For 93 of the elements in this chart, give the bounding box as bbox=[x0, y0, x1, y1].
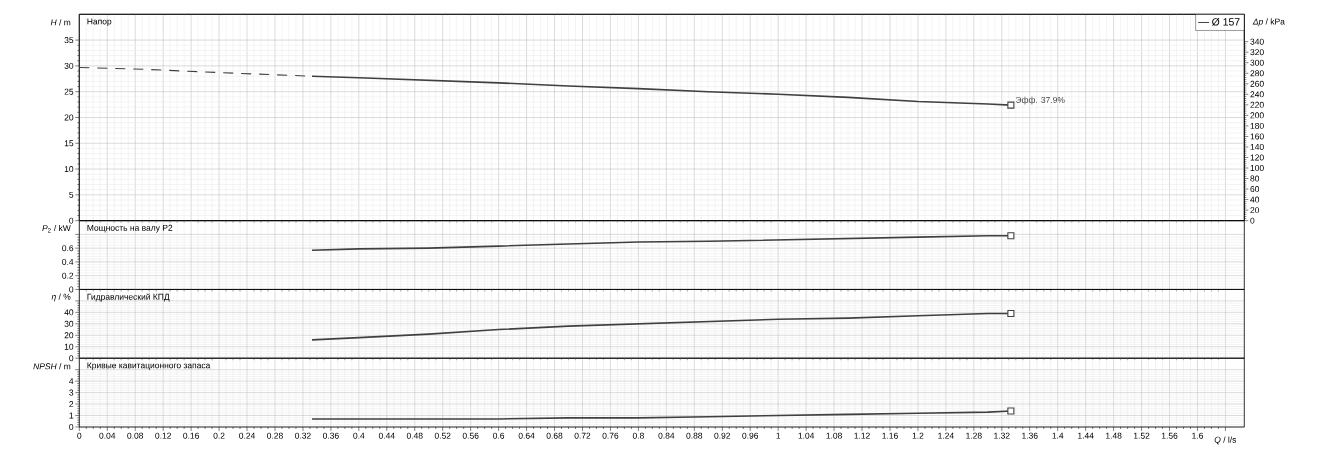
x-tick-label: 1.4 bbox=[1052, 432, 1064, 439]
x-tick-label: 0 bbox=[77, 432, 82, 439]
y-tick-label: 30 bbox=[64, 62, 74, 69]
y-tick-label: 0 bbox=[69, 355, 74, 362]
y-tick-label: 10 bbox=[64, 166, 74, 173]
x-tick-label: 0.08 bbox=[127, 432, 144, 439]
x-tick-label: 0.76 bbox=[602, 432, 619, 439]
y-tick-label: 40 bbox=[64, 309, 74, 316]
y-tick-label: 1 bbox=[69, 412, 74, 419]
x-tick-label: 1.52 bbox=[1133, 432, 1150, 439]
x-tick-label: 1.12 bbox=[854, 432, 870, 439]
y-tick-label: 30 bbox=[64, 320, 74, 327]
x-tick-label: 0.56 bbox=[462, 432, 479, 439]
x-tick-label: 0.24 bbox=[239, 432, 256, 439]
y-tick-label: 20 bbox=[64, 114, 74, 121]
y2-tick-label: 0 bbox=[1250, 217, 1255, 224]
y-tick-label: 35 bbox=[64, 37, 74, 44]
x-tick-label: 1.04 bbox=[798, 432, 815, 439]
y2-tick-label: 200 bbox=[1250, 112, 1264, 119]
x-tick-label: 1.28 bbox=[966, 432, 982, 439]
x-tick-label: 0.48 bbox=[406, 432, 423, 439]
x-tick-label: 0.4 bbox=[353, 432, 365, 439]
y-axis-title: NPSH / m bbox=[33, 363, 71, 370]
x-tick-label: 1.56 bbox=[1161, 432, 1178, 439]
x-axis-title: Q / l/s bbox=[1214, 436, 1237, 445]
x-tick-label: 1.44 bbox=[1078, 432, 1094, 439]
y-tick-label: 3 bbox=[69, 389, 74, 396]
x-tick-label: 0.84 bbox=[658, 432, 675, 439]
y-tick-label: 0 bbox=[69, 286, 74, 293]
x-tick-label: 1.16 bbox=[882, 432, 898, 439]
x-tick-label: 0.16 bbox=[183, 432, 199, 439]
y2-tick-label: 160 bbox=[1250, 133, 1264, 140]
x-tick-label: 0.92 bbox=[714, 432, 731, 439]
x-tick-label: 0.8 bbox=[632, 432, 644, 439]
y2-tick-label: 340 bbox=[1250, 38, 1264, 45]
x-tick-label: 0.28 bbox=[267, 432, 283, 439]
y-tick-label: 10 bbox=[64, 343, 74, 350]
y-tick-label: 0 bbox=[69, 424, 74, 430]
y2-axis-title: Δp / kPa bbox=[1252, 18, 1285, 27]
x-tick-label: 0.12 bbox=[155, 432, 171, 439]
y-tick-label: 20 bbox=[64, 332, 74, 339]
y2-tick-label: 220 bbox=[1250, 101, 1264, 108]
x-tick-label: 0.64 bbox=[518, 432, 535, 439]
x-tick-label: 0.68 bbox=[546, 432, 563, 439]
x-tick-label: 1.48 bbox=[1106, 432, 1122, 439]
x-tick-label: 1.08 bbox=[826, 432, 842, 439]
y2-tick-label: 40 bbox=[1250, 196, 1260, 203]
x-tick-label: 1.36 bbox=[1022, 432, 1038, 439]
y-axis-title: H / m bbox=[50, 19, 71, 26]
y2-tick-label: 300 bbox=[1250, 59, 1264, 66]
x-tick-label: 0.2 bbox=[213, 432, 225, 439]
x-tick-label: 1.32 bbox=[994, 432, 1010, 439]
annotation: Эфф. 37.9% bbox=[1015, 96, 1065, 105]
x-tick-label: 1.2 bbox=[912, 432, 924, 439]
y-tick-label: 2 bbox=[69, 401, 74, 408]
y-axis-title: P$_{2}$ / kW bbox=[42, 224, 71, 233]
y2-tick-label: 280 bbox=[1250, 70, 1264, 77]
y2-tick-label: 260 bbox=[1250, 80, 1264, 87]
y2-tick-label: 180 bbox=[1250, 122, 1264, 129]
y-axis-title: η / % bbox=[51, 293, 71, 302]
y2-tick-label: 80 bbox=[1250, 175, 1260, 182]
x-tick-label: 0.72 bbox=[574, 432, 591, 439]
y2-tick-label: 100 bbox=[1250, 165, 1264, 171]
x-tick-label: 0.44 bbox=[378, 432, 395, 439]
y2-tick-label: 240 bbox=[1250, 91, 1264, 98]
x-tick-label: 0.52 bbox=[434, 432, 451, 439]
chart-title: Мощность на валу P2 bbox=[87, 224, 173, 233]
y2-tick-label: 140 bbox=[1250, 143, 1264, 150]
y-tick-label: 5 bbox=[69, 191, 74, 198]
x-tick-label: 1.24 bbox=[938, 432, 954, 439]
y-tick-label: 4 bbox=[69, 378, 74, 385]
x-tick-label: 1 bbox=[776, 432, 781, 439]
x-tick-label: 0.96 bbox=[742, 432, 759, 439]
y2-tick-label: 320 bbox=[1250, 49, 1264, 56]
y-tick-label: 0 bbox=[69, 217, 74, 224]
x-tick-label: 0.36 bbox=[322, 432, 339, 439]
legend-label: Ø 157 bbox=[1211, 17, 1240, 26]
y2-tick-label: 120 bbox=[1250, 154, 1264, 161]
x-tick-label: 0.88 bbox=[686, 432, 703, 439]
y-tick-label: 0.2 bbox=[62, 272, 74, 279]
x-tick-label: 0.6 bbox=[493, 432, 505, 439]
y-tick-label: 15 bbox=[64, 140, 74, 147]
y-tick-label: 0.6 bbox=[62, 245, 74, 252]
y-tick-label: 0.4 bbox=[62, 258, 74, 265]
chart-title: Гидравлический КПД bbox=[87, 293, 170, 302]
x-tick-label: 1.6 bbox=[1192, 432, 1203, 439]
chart-title: Напор bbox=[87, 18, 112, 27]
chart-title: Кривые кавитационного запаса bbox=[87, 362, 211, 370]
x-tick-label: 0.32 bbox=[295, 432, 311, 439]
x-tick-label: 0.04 bbox=[99, 432, 116, 439]
y2-tick-label: 20 bbox=[1250, 207, 1260, 214]
y2-tick-label: 60 bbox=[1250, 186, 1260, 193]
y-tick-label: 25 bbox=[64, 88, 74, 95]
